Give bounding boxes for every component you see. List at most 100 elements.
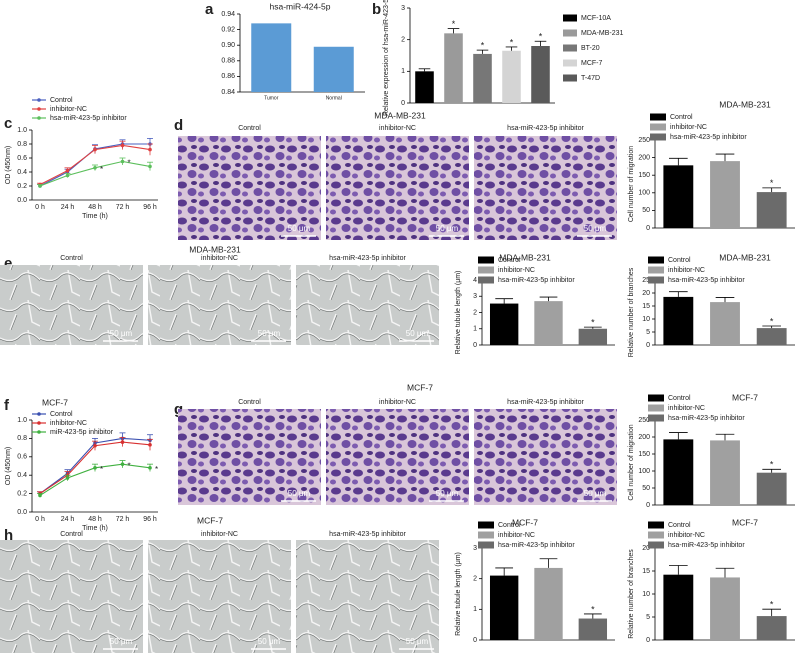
- scale-label: 50 μm: [288, 489, 311, 498]
- panel-letter: h: [4, 527, 13, 544]
- y-tick-label: 2: [401, 37, 405, 44]
- y-axis-label: Relative number of branches: [628, 549, 635, 639]
- y-tick-label: 10: [642, 591, 650, 598]
- significance-star: *: [100, 465, 103, 474]
- significance-star: *: [770, 316, 774, 326]
- legend-swatch: [563, 59, 577, 67]
- y-tick-label: 50: [642, 207, 650, 214]
- y-tick-label: 0: [473, 637, 477, 644]
- bar: [444, 33, 463, 104]
- data-point: [148, 164, 152, 169]
- image-label: inhibitor-NC: [379, 125, 416, 132]
- significance-star: *: [591, 604, 595, 614]
- y-tick-label: 0.84: [221, 89, 235, 96]
- micrograph: [474, 409, 617, 505]
- legend-swatch: [648, 541, 664, 549]
- scale-label: 50 μm: [110, 329, 133, 338]
- x-tick-label: 48 h: [88, 516, 102, 523]
- legend-label: Control: [668, 522, 691, 529]
- y-tick-label: 2: [473, 309, 477, 316]
- bar: [473, 53, 492, 103]
- x-axis-label: Time (h): [82, 213, 108, 220]
- x-tick-label: 0 h: [35, 204, 45, 211]
- legend-swatch: [648, 394, 664, 402]
- y-tick-label: 0: [401, 100, 405, 107]
- y-tick-label: 1: [401, 68, 405, 75]
- y-tick-label: 0.8: [17, 141, 27, 148]
- legend-label: miR-423-5p inhibitor: [50, 429, 114, 436]
- legend-label: inhibitor-NC: [50, 420, 87, 427]
- y-tick-label: 0: [646, 502, 650, 509]
- y-tick-label: 0.6: [17, 155, 27, 162]
- image-label: hsa-miR-423-5p inhibitor: [329, 255, 406, 262]
- y-tick-label: 0.94: [221, 11, 235, 18]
- data-point: [148, 147, 152, 152]
- y-tick-label: 0: [646, 225, 650, 232]
- legend-label: hsa-miR-423-5p inhibitor: [668, 415, 745, 422]
- legend-label: hsa-miR-423-5p inhibitor: [498, 542, 575, 549]
- bar: [578, 618, 608, 640]
- x-tick-label: 72 h: [116, 204, 130, 211]
- image-row-title: MDA-MB-231: [374, 110, 426, 120]
- y-tick-label: 100: [638, 190, 650, 197]
- y-tick-label: 3: [473, 545, 477, 552]
- image-label: hsa-miR-423-5p inhibitor: [507, 125, 584, 132]
- legend-label: MCF-7: [581, 60, 602, 67]
- y-tick-label: 0.92: [221, 26, 235, 33]
- legend-label: Control: [498, 522, 521, 529]
- data-point: [148, 443, 152, 447]
- bar: [251, 23, 292, 92]
- y-tick-label: 10: [642, 316, 650, 323]
- chart-title: MDA-MB-231: [719, 252, 771, 262]
- x-axis-label: Time (h): [82, 525, 108, 532]
- chart-title: MCF-7: [512, 517, 538, 527]
- legend-swatch: [648, 414, 664, 422]
- panel-letter: a: [205, 1, 214, 18]
- legend-label: hsa-miR-423-5p inhibitor: [670, 134, 747, 141]
- x-tick-label: 24 h: [61, 516, 75, 523]
- x-tick-label: Normal: [326, 95, 342, 101]
- scale-label: 50 μm: [584, 489, 607, 498]
- micrograph: [0, 265, 143, 345]
- data-point: [93, 466, 97, 470]
- scale-label: 50 μm: [110, 637, 133, 646]
- y-tick-label: 0: [473, 342, 477, 349]
- legend-label: Control: [50, 97, 73, 104]
- y-tick-label: 0.8: [17, 435, 27, 442]
- y-tick-label: 15: [642, 568, 650, 575]
- bar: [534, 567, 563, 640]
- bar: [489, 303, 519, 345]
- legend-label: MCF-10A: [581, 15, 611, 22]
- legend-label: T-47D: [581, 75, 600, 82]
- chart-title: MDA-MB-231: [719, 99, 771, 109]
- legend-swatch: [650, 133, 666, 141]
- y-axis-label: Relative expression of hsa-miR-423-5p: [383, 0, 390, 116]
- legend-swatch: [650, 123, 666, 131]
- bar: [489, 575, 519, 640]
- image-row-title: MCF-7: [197, 515, 223, 525]
- significance-star: *: [539, 32, 543, 42]
- legend-label: hsa-miR-423-5p inhibitor: [50, 115, 127, 122]
- legend-label: MDA-MB-231: [581, 30, 624, 37]
- y-axis-label: Relative tubule length (μm): [455, 271, 462, 355]
- scale-label: 50 μm: [406, 637, 429, 646]
- significance-star: *: [481, 40, 485, 50]
- legend-label: Control: [498, 257, 521, 264]
- image-label: inhibitor-NC: [379, 399, 416, 406]
- y-axis-label: OD (450nm): [5, 146, 12, 185]
- image-label: Control: [60, 255, 83, 262]
- y-tick-label: 0.0: [17, 509, 27, 516]
- data-point: [120, 440, 125, 444]
- y-tick-label: 150: [638, 451, 650, 458]
- data-point: [120, 143, 125, 148]
- y-tick-label: 250: [638, 417, 650, 424]
- legend-swatch: [563, 44, 577, 52]
- bar: [313, 46, 354, 92]
- legend-swatch: [478, 531, 494, 539]
- y-tick-label: 0.90: [221, 42, 235, 49]
- legend-swatch: [478, 521, 494, 529]
- data-point: [93, 443, 97, 448]
- y-tick-label: 1: [473, 606, 477, 613]
- image-label: inhibitor-NC: [201, 255, 238, 262]
- y-tick-label: 200: [638, 434, 650, 441]
